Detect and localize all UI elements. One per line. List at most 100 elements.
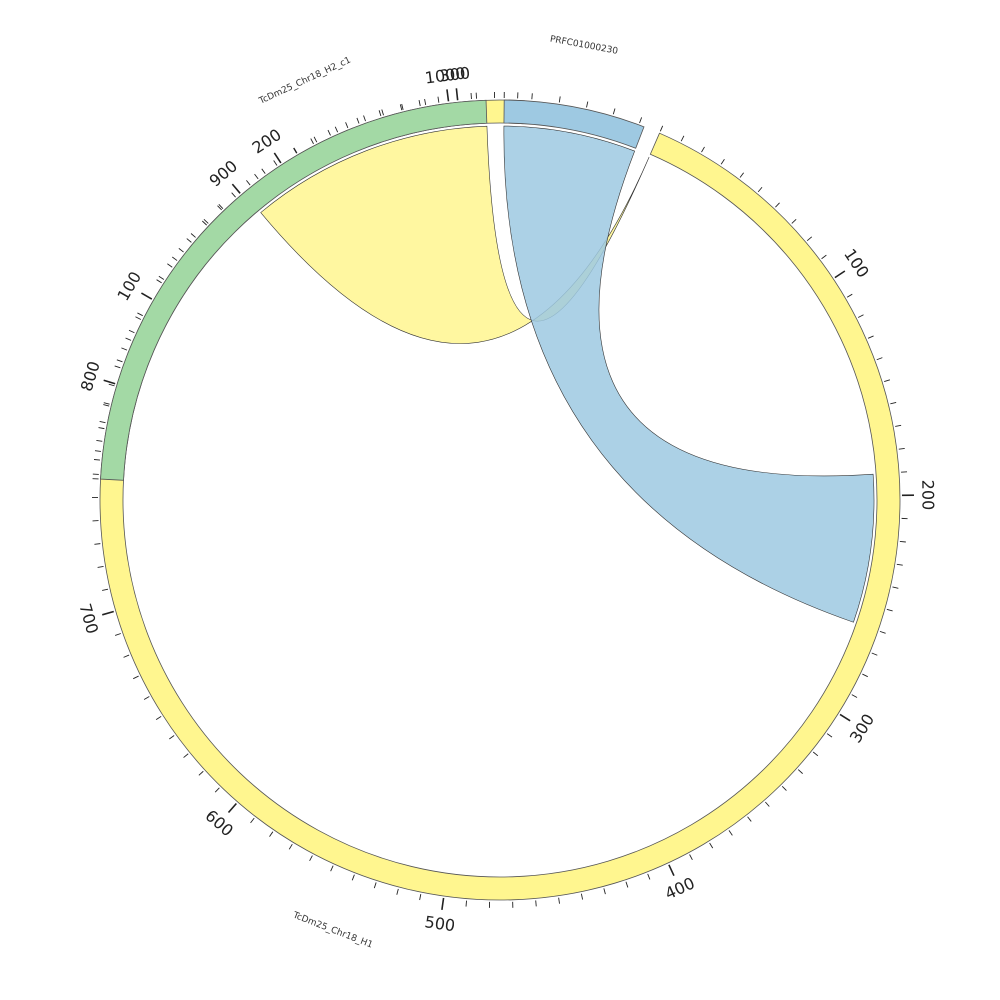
minor-tick	[659, 125, 664, 132]
minor-tick	[747, 816, 752, 822]
segments-layer	[99, 99, 901, 901]
minor-tick	[465, 900, 467, 907]
minor-tick	[701, 146, 705, 153]
minor-tick	[128, 329, 135, 334]
minor-tick	[586, 101, 589, 108]
minor-tick	[269, 831, 274, 837]
minor-tick	[356, 117, 360, 124]
minor-tick	[418, 100, 421, 107]
minor-tick	[401, 103, 404, 110]
minor-tick	[826, 733, 833, 738]
minor-tick	[246, 180, 251, 186]
minor-tick	[156, 279, 162, 284]
minor-tick	[98, 427, 105, 430]
minor-tick	[879, 630, 886, 634]
tick-label: 800	[77, 359, 104, 394]
minor-tick	[580, 893, 584, 900]
minor-tick	[797, 769, 803, 774]
minor-tick	[116, 359, 123, 363]
minor-tick	[862, 673, 868, 678]
minor-tick	[345, 122, 349, 129]
minor-tick	[217, 205, 222, 211]
segment-label-h1: TcDm25_Chr18_H1	[290, 910, 374, 950]
minor-tick	[103, 404, 110, 407]
minor-tick	[93, 459, 101, 461]
minor-tick	[639, 117, 643, 124]
minor-tick	[198, 770, 204, 776]
minor-tick	[99, 421, 106, 424]
tick-label: 600	[202, 806, 238, 840]
minor-tick	[612, 108, 616, 115]
minor-tick	[167, 263, 173, 268]
major-tick	[227, 802, 237, 814]
minor-tick	[781, 785, 787, 791]
minor-tick	[327, 129, 331, 136]
segment-h2	[100, 99, 488, 481]
minor-tick	[871, 652, 878, 656]
minor-tick	[728, 830, 733, 836]
minor-tick	[603, 888, 606, 895]
minor-tick	[846, 293, 853, 298]
major-tick	[668, 864, 675, 877]
minor-tick	[689, 854, 693, 861]
tick-label: 100	[840, 245, 873, 281]
minor-tick	[114, 365, 121, 369]
minor-tick	[373, 882, 377, 889]
minor-tick	[330, 865, 334, 872]
segment-label-h2: TcDm25_Chr18_H2_c1	[257, 55, 353, 107]
major-tick	[839, 713, 851, 722]
major-tick	[441, 897, 445, 911]
minor-tick	[313, 136, 318, 143]
minor-tick	[898, 448, 905, 450]
major-tick	[446, 89, 450, 102]
minor-tick	[254, 173, 259, 180]
minor-tick	[419, 894, 422, 901]
minor-tick	[764, 801, 770, 807]
minor-tick	[558, 897, 560, 904]
minor-tick	[273, 160, 278, 166]
minor-tick	[857, 314, 864, 318]
links-layer	[260, 125, 875, 623]
minor-tick	[133, 675, 139, 680]
minor-tick	[791, 219, 797, 224]
minor-tick	[647, 873, 651, 880]
minor-tick	[231, 192, 236, 198]
minor-tick	[250, 817, 255, 824]
minor-tick	[190, 233, 196, 238]
minor-tick	[201, 220, 207, 226]
tick-label: 200	[918, 480, 937, 511]
minor-tick	[183, 753, 189, 758]
minor-tick	[135, 316, 142, 320]
minor-tick	[884, 379, 891, 383]
minor-tick	[121, 347, 128, 351]
minor-tick	[351, 874, 355, 881]
tick-label: 700	[75, 601, 102, 636]
minor-tick	[381, 109, 384, 116]
minor-tick	[535, 900, 537, 907]
minor-tick	[720, 159, 725, 165]
minor-tick	[94, 450, 101, 452]
minor-tick	[851, 694, 858, 698]
tick-label: 300	[846, 710, 878, 746]
minor-tick	[739, 172, 744, 178]
minor-tick	[892, 586, 899, 589]
minor-tick	[293, 147, 297, 154]
major-tick	[141, 292, 153, 300]
major-tick	[231, 183, 241, 194]
minor-tick	[94, 543, 101, 545]
minor-tick	[896, 563, 903, 566]
minor-tick	[886, 608, 893, 612]
minor-tick	[310, 138, 314, 145]
minor-tick	[178, 248, 184, 253]
minor-tick	[293, 147, 298, 154]
minor-tick	[806, 236, 813, 242]
minor-tick	[218, 204, 224, 210]
minor-tick	[155, 715, 162, 720]
tick-label: 500	[423, 912, 456, 935]
minor-tick	[103, 402, 110, 405]
tick-label: 200	[249, 125, 285, 158]
minor-tick	[424, 98, 427, 106]
major-tick	[103, 379, 116, 385]
minor-tick	[895, 424, 902, 427]
